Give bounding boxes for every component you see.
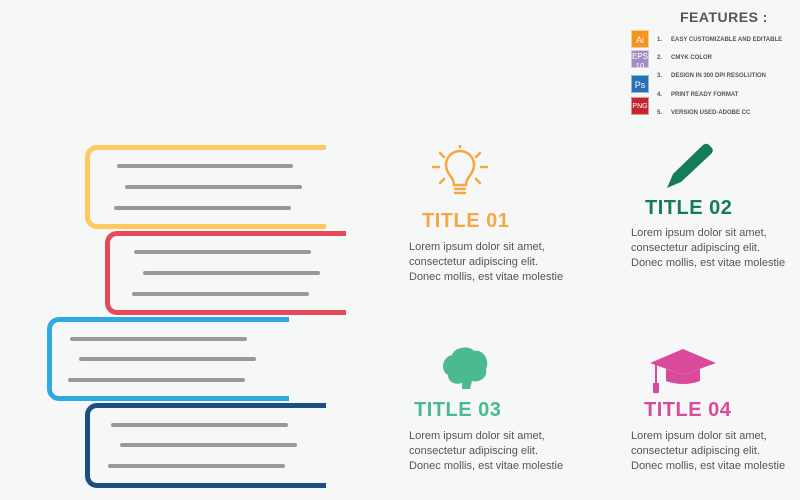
feature-item: 4. PRINT READY FORMAT: [657, 92, 739, 98]
brain-icon: [443, 347, 488, 389]
card-body-04: Lorem ipsum dolor sit amet, consectetur …: [631, 430, 786, 472]
book-navy: [85, 403, 326, 488]
text-line: [120, 443, 297, 447]
features-title: FEATURES :: [680, 9, 768, 25]
text-line: [68, 378, 245, 382]
book-blue: [47, 317, 289, 401]
book-red: [105, 231, 346, 315]
eps-badge-icon: EPS 10: [631, 50, 649, 71]
ps-badge-icon: Ps: [631, 75, 649, 93]
graduation-cap-icon: [650, 349, 716, 393]
text-line: [70, 337, 247, 341]
ai-badge-icon: Ai: [631, 30, 649, 48]
feature-item: 5. VERSION USED-ADOBE CC: [657, 110, 751, 116]
card-body-01: Lorem ipsum dolor sit amet, consectetur …: [409, 241, 564, 283]
feature-item: 3. DESIGN IN 300 DPI RESOLUTION: [657, 73, 767, 79]
text-line: [125, 185, 302, 189]
text-line: [111, 423, 288, 427]
card-title-02: TITLE 02: [645, 197, 733, 219]
pencil-icon: [667, 143, 713, 188]
card-body-03: Lorem ipsum dolor sit amet, consectetur …: [409, 430, 564, 472]
text-line: [79, 357, 256, 361]
text-line: [132, 292, 309, 296]
text-line: [143, 271, 320, 275]
text-line: [108, 464, 285, 468]
card-title-04: TITLE 04: [644, 399, 732, 421]
text-line: [134, 250, 311, 254]
png-badge-icon: PNG: [631, 97, 649, 115]
book-yellow: [85, 145, 326, 229]
text-line: [117, 164, 293, 168]
card-body-02: Lorem ipsum dolor sit amet, consectetur …: [631, 227, 786, 269]
card-title-01: TITLE 01: [422, 210, 510, 232]
card-title-03: TITLE 03: [414, 399, 502, 421]
feature-item: 1. EASY CUSTOMIZABLE AND EDITABLE: [657, 37, 783, 43]
lightbulb-icon: [431, 145, 489, 195]
text-line: [114, 206, 291, 210]
feature-item: 2. CMYK COLOR: [657, 55, 712, 61]
